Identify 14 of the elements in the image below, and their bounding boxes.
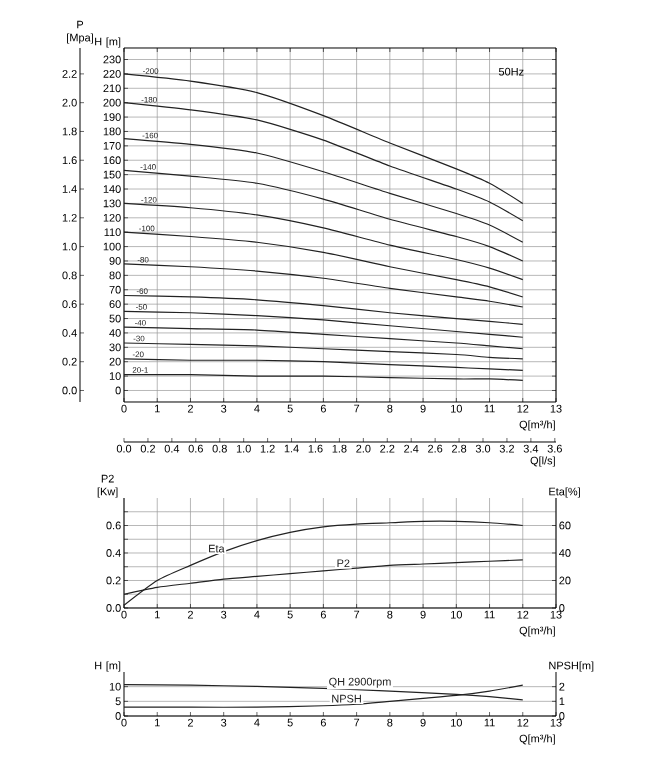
- line-series: [124, 520, 524, 606]
- line-series: [124, 102, 524, 222]
- line-series: [124, 202, 524, 281]
- line-series: [124, 263, 524, 308]
- line-series: [124, 169, 524, 262]
- line-series: [124, 231, 524, 298]
- line-series: [124, 294, 524, 325]
- line-series: [124, 684, 524, 708]
- line-series: [124, 310, 524, 338]
- line-series: [124, 73, 524, 205]
- line-series: [124, 138, 524, 243]
- line-series: [124, 326, 524, 350]
- line-series: [124, 684, 524, 701]
- line-series: [124, 342, 524, 360]
